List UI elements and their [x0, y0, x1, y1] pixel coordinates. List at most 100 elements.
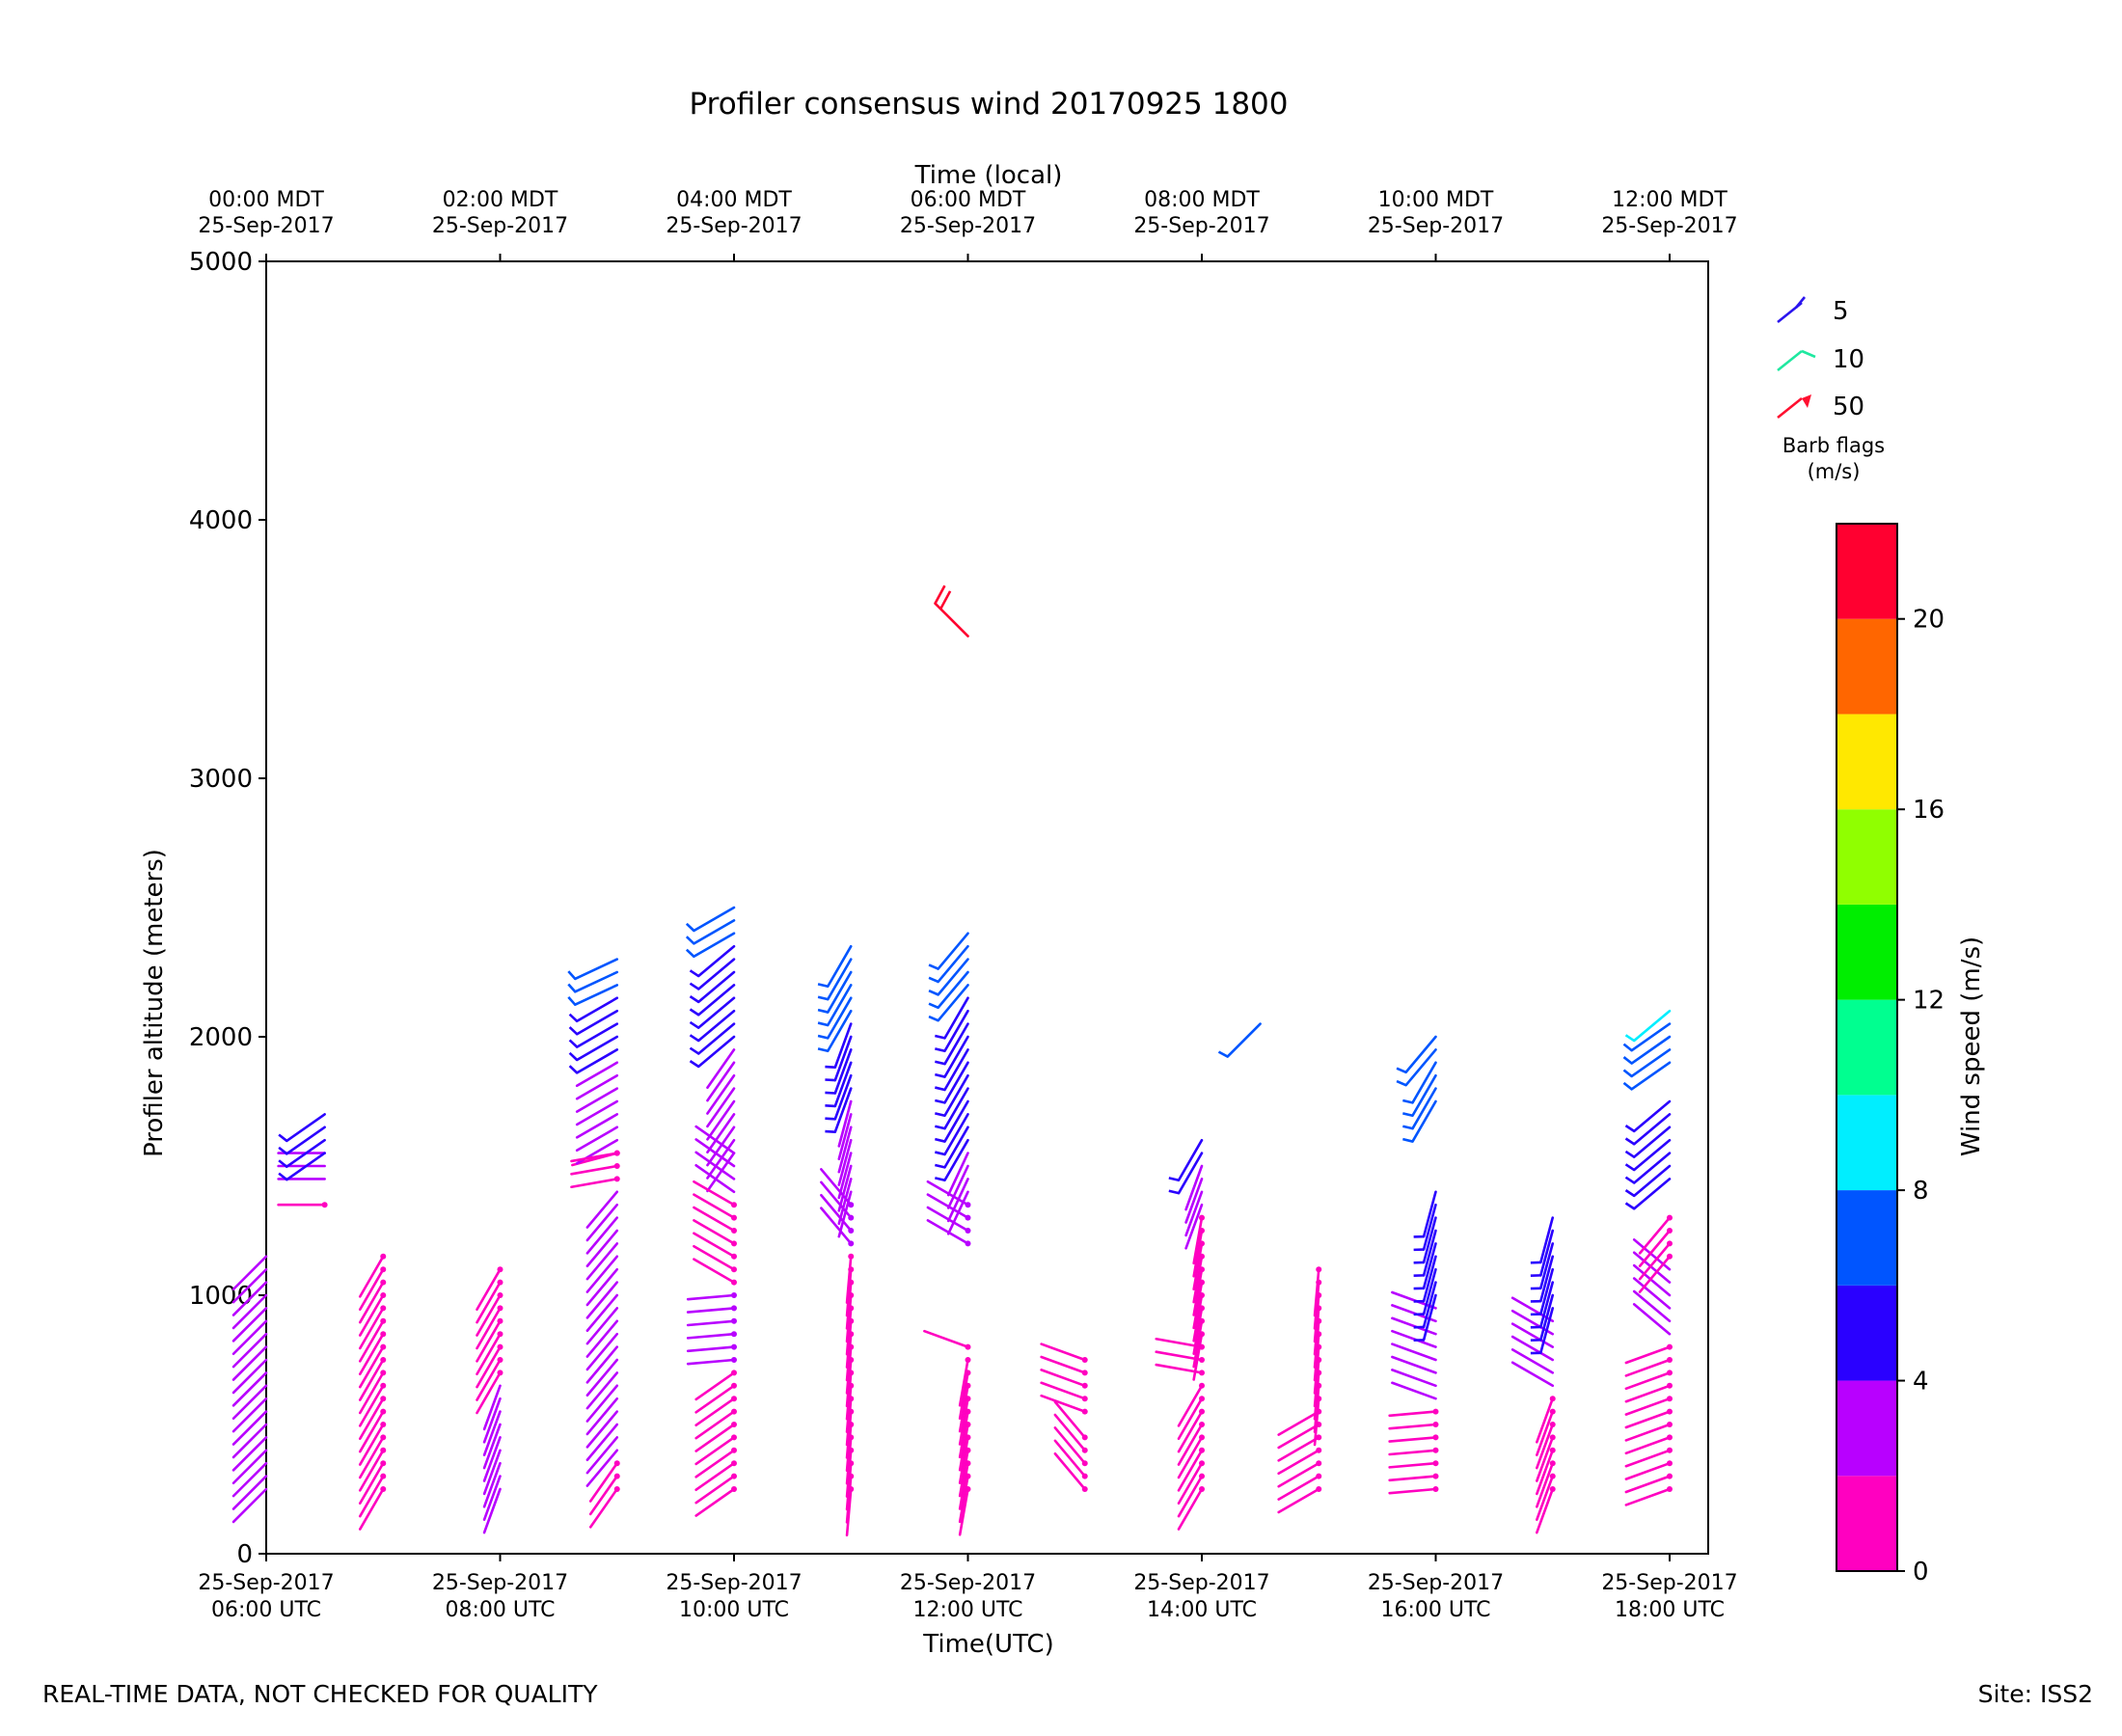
barb-calm-dot — [380, 1279, 387, 1286]
barb-shaft — [585, 1293, 619, 1333]
barb-calm-dot — [1081, 1408, 1088, 1415]
barb-shaft — [694, 1487, 736, 1517]
wind-barb — [1622, 1035, 1672, 1065]
barb-shaft — [686, 1358, 736, 1366]
y-tick-label: 5000 — [189, 248, 253, 277]
barb-calm-dot — [1666, 1357, 1673, 1363]
wind-barb — [231, 1255, 268, 1291]
barb-calm-dot — [613, 1486, 620, 1492]
barb-calm-dot — [1666, 1408, 1673, 1415]
wind-barb — [1402, 1087, 1437, 1130]
barb-shaft — [958, 1358, 969, 1407]
wind-barb — [1177, 1434, 1205, 1479]
barb-shaft — [694, 1151, 736, 1180]
wind-barb — [837, 1190, 853, 1238]
wind-barb — [686, 1343, 737, 1353]
barb-calm-dot — [730, 1266, 737, 1273]
wind-barb — [837, 1126, 853, 1174]
barb-shaft — [826, 996, 853, 1040]
barb-shaft — [693, 932, 736, 959]
barb-shaft — [1632, 1289, 1672, 1323]
wind-barb — [575, 1061, 619, 1088]
legend-barb-flag — [1802, 394, 1811, 408]
wind-barb — [1530, 1229, 1555, 1277]
wind-barb — [588, 1460, 620, 1503]
barb-calm-dot — [613, 1176, 620, 1182]
wind-barb — [476, 1343, 503, 1389]
barb-shaft — [1632, 1178, 1672, 1210]
barb-shaft — [693, 1206, 736, 1233]
barb-calm-dot — [380, 1486, 387, 1492]
x-tick-label-time: 14:00 UTC — [1147, 1598, 1257, 1622]
wind-barb — [1277, 1473, 1322, 1501]
plot-area — [265, 260, 1709, 1555]
barb-half — [568, 1065, 579, 1074]
barb-shaft — [1422, 1242, 1437, 1290]
barb-shaft — [1624, 1475, 1672, 1494]
wind-barb — [231, 1461, 268, 1498]
barb-half — [1396, 1067, 1407, 1073]
wind-barb — [575, 1126, 619, 1153]
barb-calm-dot — [1198, 1434, 1205, 1441]
barb-shaft — [1388, 1436, 1437, 1443]
wind-barb — [1053, 1413, 1088, 1453]
wind-barb — [825, 1061, 853, 1108]
top-tick-label-date: 25-Sep-2017 — [198, 214, 334, 238]
wind-barb — [928, 944, 969, 984]
x-tick-label-date: 25-Sep-2017 — [900, 1571, 1036, 1595]
barb-half — [817, 1047, 829, 1053]
barb-calm-dot — [1081, 1447, 1088, 1453]
barb-shaft — [837, 1164, 853, 1212]
barb-calm-dot — [1081, 1486, 1088, 1492]
wind-barb — [817, 944, 853, 989]
wind-barb — [1622, 1048, 1672, 1078]
wind-barb — [706, 1126, 736, 1167]
barb-calm-dot — [1432, 1434, 1439, 1441]
wind-barb — [278, 1138, 326, 1169]
colorbar-tick-label: 16 — [1913, 796, 1945, 825]
barb-shaft — [575, 1048, 619, 1074]
barb-calm-dot — [1081, 1434, 1088, 1441]
barb-half — [825, 1129, 835, 1134]
barb-shaft — [1388, 1475, 1437, 1482]
wind-barb — [706, 1048, 736, 1090]
barb-calm-dot — [1549, 1447, 1556, 1453]
barb-shaft — [1632, 1113, 1672, 1146]
barb-shaft — [358, 1358, 385, 1401]
barb-shaft — [231, 1384, 268, 1421]
barb-calm-dot — [1316, 1460, 1322, 1467]
barb-shaft — [1536, 1423, 1555, 1470]
barb-calm-dot — [497, 1370, 503, 1376]
wind-barb — [1388, 1447, 1439, 1456]
barb-shaft — [231, 1371, 268, 1407]
barb-calm-dot — [965, 1214, 971, 1221]
wind-barb — [476, 1305, 503, 1350]
barb-calm-dot — [848, 1202, 855, 1208]
wind-barb — [278, 1113, 326, 1143]
barb-calm-dot — [497, 1343, 503, 1350]
wind-barb — [694, 1138, 736, 1168]
barb-calm-dot — [1666, 1240, 1673, 1247]
barb-half — [928, 1015, 939, 1022]
barb-shaft — [231, 1281, 268, 1316]
barb-shaft — [826, 944, 853, 989]
wind-barb — [693, 1244, 737, 1273]
wind-barb — [706, 1138, 736, 1180]
barb-shaft — [585, 1436, 619, 1475]
top-tick-label-time: 06:00 MDT — [911, 188, 1026, 212]
barb-shaft — [1277, 1449, 1320, 1476]
wind-barb — [694, 1422, 737, 1452]
wind-barb — [1177, 1408, 1205, 1453]
barb-shaft — [1040, 1394, 1087, 1413]
barb-half — [1168, 1189, 1180, 1195]
barb-shaft — [482, 1475, 502, 1522]
barb-calm-dot — [380, 1343, 387, 1350]
wind-barb — [817, 958, 853, 1001]
wind-barb — [935, 1073, 969, 1118]
wind-barb — [837, 1178, 853, 1226]
wind-barb — [476, 1292, 503, 1337]
barb-half — [935, 1125, 945, 1130]
barb-shaft — [696, 996, 736, 1029]
barb-shaft — [231, 1358, 268, 1395]
barb-shaft — [358, 1371, 385, 1415]
